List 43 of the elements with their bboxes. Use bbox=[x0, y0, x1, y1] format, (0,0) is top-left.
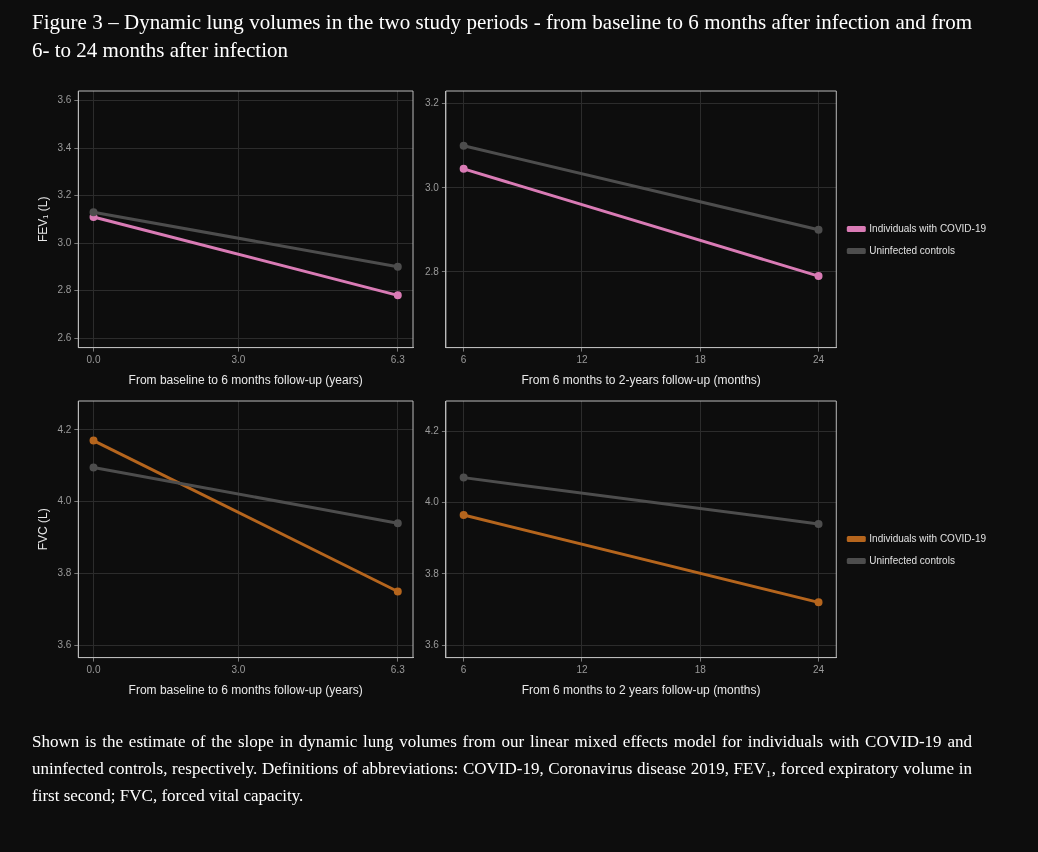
y-tick-label: 2.6 bbox=[57, 331, 72, 343]
y-axis-title: FVC (L) bbox=[35, 508, 50, 551]
x-tick-label: 0.0 bbox=[86, 664, 101, 676]
x-axis-title: From baseline to 6 months follow-up (years) bbox=[128, 373, 363, 388]
y-tick-label: 4.2 bbox=[425, 425, 440, 437]
y-tick-label: 4.0 bbox=[57, 495, 72, 507]
y-tick-label: 2.8 bbox=[57, 284, 72, 296]
x-tick-label: 24 bbox=[812, 354, 825, 366]
y-tick-label: 3.4 bbox=[57, 141, 72, 153]
y-tick-label: 3.0 bbox=[425, 181, 440, 193]
y-tick-label: 3.0 bbox=[57, 236, 72, 248]
y-tick-label: 2.8 bbox=[425, 265, 440, 277]
x-tick-label: 0.0 bbox=[86, 354, 101, 366]
x-axis-title: From baseline to 6 months follow-up (years) bbox=[128, 683, 363, 698]
x-axis-title: From 6 months to 2 years follow-up (months) bbox=[521, 683, 761, 698]
y-tick-label: 3.6 bbox=[425, 638, 440, 650]
y-tick-label: 3.2 bbox=[425, 97, 440, 109]
x-tick-label: 6 bbox=[460, 354, 467, 366]
y-tick-label: 4.0 bbox=[425, 496, 440, 508]
legend-label: Uninfected controls bbox=[869, 554, 955, 566]
y-tick-label: 3.8 bbox=[57, 567, 72, 579]
x-tick-label: 18 bbox=[694, 664, 707, 676]
y-tick-label: 3.6 bbox=[57, 94, 72, 106]
x-tick-label: 6.3 bbox=[390, 664, 406, 676]
legend-label: Uninfected controls bbox=[869, 244, 955, 256]
x-axis-title: From 6 months to 2-years follow-up (months) bbox=[521, 373, 761, 388]
text: Shown is the estimate of the slope in dynamic lung volumes from our linear mixed effects model for individuals with COVID-19 and uninfected controls, respectively. Definitions of abbreviations: COVID-19, Coronavirus disease 2019, FEV₁, forced expiratory volume in first second; FVC, forced vital capacity. bbox=[32, 731, 972, 807]
y-tick-label: 4.2 bbox=[57, 423, 72, 435]
x-tick-label: 6 bbox=[460, 664, 467, 676]
legend-label: Individuals with COVID-19 bbox=[869, 222, 987, 234]
y-tick-label: 3.6 bbox=[57, 639, 72, 651]
x-tick-label: 6.3 bbox=[390, 354, 406, 366]
x-tick-label: 3.0 bbox=[231, 664, 246, 676]
x-tick-label: 12 bbox=[576, 664, 588, 676]
x-tick-label: 3.0 bbox=[231, 354, 246, 366]
y-tick-label: 3.2 bbox=[57, 189, 72, 201]
x-tick-label: 12 bbox=[576, 354, 588, 366]
y-axis-title: FEV₁ (L) bbox=[35, 196, 50, 242]
x-tick-label: 18 bbox=[694, 354, 707, 366]
text: Figure 3 – Dynamic lung volumes in the two study periods - from baseline to 6 months after infection and from 6- to 24 months after infection bbox=[32, 9, 972, 64]
legend-label: Individuals with COVID-19 bbox=[869, 532, 987, 544]
y-tick-label: 3.8 bbox=[425, 567, 440, 579]
x-tick-label: 24 bbox=[812, 664, 825, 676]
